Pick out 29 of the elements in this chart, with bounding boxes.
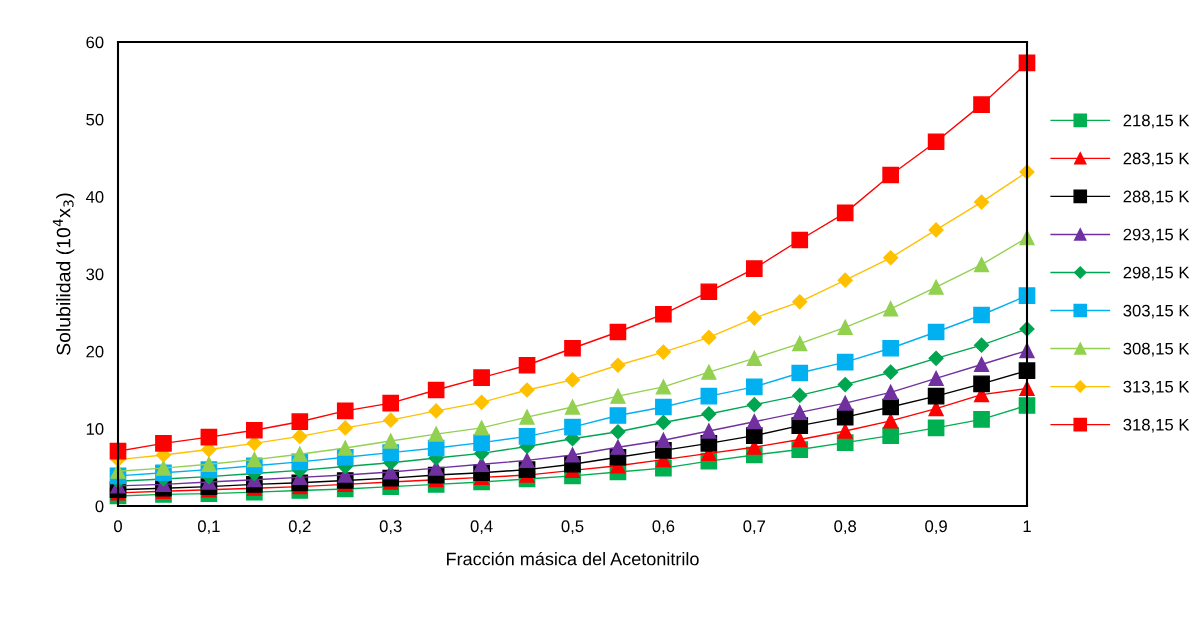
legend-label: 288,15 K — [1123, 190, 1190, 205]
legend-label: 303,15 K — [1123, 304, 1190, 319]
x-tick-label: 0,3 — [379, 520, 402, 535]
legend-label: 313,15 K — [1123, 380, 1190, 395]
legend-label: 218,15 K — [1123, 114, 1190, 129]
x-tick-label: 0,2 — [288, 520, 311, 535]
y-axis-title: Solubilidad (10$^{4}$x$_{3}$) — [52, 193, 75, 355]
legend-label: 298,15 K — [1123, 266, 1190, 281]
legend-label: 293,15 K — [1123, 228, 1190, 243]
x-axis-title: Fracción másica del Acetonitrilo — [447, 551, 699, 566]
y-tick-label: 20 — [86, 345, 104, 358]
x-tick-label: 0,1 — [197, 520, 220, 535]
y-tick-label: 50 — [86, 113, 104, 126]
x-tick-label: 0,7 — [743, 520, 766, 535]
x-tick-label: 0,5 — [561, 520, 584, 535]
x-tick-label: 0,4 — [470, 520, 493, 535]
y-tick-label: 60 — [86, 36, 104, 49]
y-tick-label: 0 — [95, 500, 104, 513]
legend-label: 283,15 K — [1123, 152, 1190, 167]
x-tick-label: 0 — [114, 520, 122, 533]
x-tick-label: 0,6 — [652, 520, 675, 535]
y-tick-label: 30 — [86, 268, 104, 281]
legend-label: 308,15 K — [1123, 342, 1190, 357]
x-tick-label: 0,8 — [834, 520, 857, 535]
legend-label: 318,15 K — [1123, 418, 1190, 433]
x-tick-label: 0,9 — [925, 520, 947, 535]
y-tick-label: 10 — [86, 423, 104, 435]
y-tick-label: 40 — [85, 191, 104, 203]
x-tick-label: 1 — [1023, 520, 1031, 532]
